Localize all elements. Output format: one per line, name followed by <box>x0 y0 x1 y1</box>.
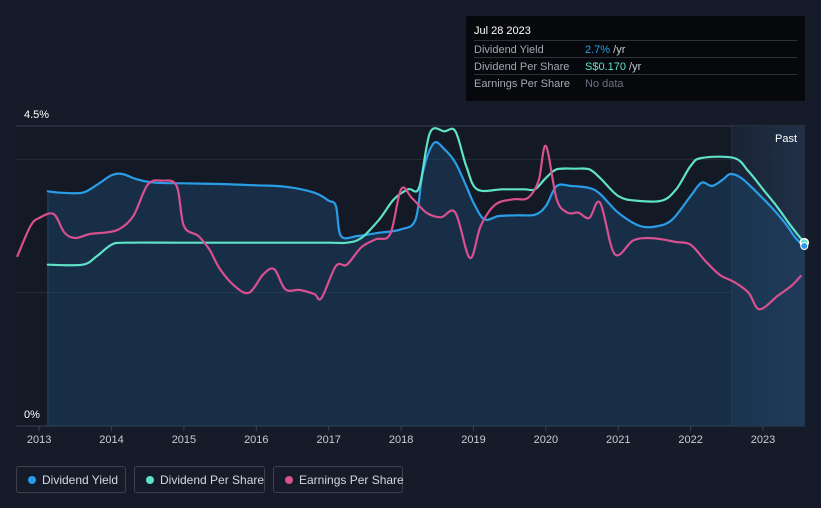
tooltip-value-unit: /yr <box>610 44 626 56</box>
x-tick-label-2013: 2013 <box>27 434 51 446</box>
tooltip-date: Jul 28 2023 <box>474 25 531 37</box>
series-fill-dividend-yield <box>47 142 805 426</box>
series-line-dividend-per-share <box>46 127 806 267</box>
x-tick-label-2023: 2023 <box>751 434 775 446</box>
tooltip-value: 2.7% /yr <box>585 44 625 56</box>
x-tick-label-2016: 2016 <box>244 434 268 446</box>
tooltip-value-number: No data <box>585 78 624 90</box>
legend-item-dividend-per-share[interactable]: Dividend Per Share <box>134 466 265 493</box>
tooltip-label: Dividend Per Share <box>474 61 570 73</box>
tooltip-row-dividend-yield: Dividend Yield 2.7% /yr <box>474 40 797 58</box>
tooltip-label: Dividend Yield <box>474 44 544 56</box>
past-region <box>731 126 805 426</box>
legend-dot <box>146 476 154 484</box>
legend-dot <box>28 476 36 484</box>
y-tick-label: 4.5% <box>24 109 49 121</box>
legend-label: Dividend Yield <box>42 473 119 487</box>
x-tick-label-2022: 2022 <box>678 434 702 446</box>
x-tick-label-2018: 2018 <box>389 434 413 446</box>
x-tick-label-2019: 2019 <box>461 434 485 446</box>
series-line-dividend-yield <box>46 141 806 248</box>
tooltip-value-number: 2.7% <box>585 44 611 56</box>
tooltip-row-earnings-per-share: Earnings Per Share No data <box>474 74 797 92</box>
legend-dot <box>285 476 293 484</box>
legend-label: Earnings Per Share <box>299 473 404 487</box>
series-line-earnings-per-share <box>16 144 802 311</box>
y-tick-label: 0% <box>24 409 40 421</box>
x-tick-label-2020: 2020 <box>534 434 558 446</box>
x-tick-label-2017: 2017 <box>316 434 340 446</box>
legend-label: Dividend Per Share <box>160 473 265 487</box>
dividend-yield-marker <box>800 242 809 250</box>
tooltip-value: No data <box>585 78 624 90</box>
tooltip-label: Earnings Per Share <box>474 78 570 90</box>
tooltip-value-number: S$0.170 <box>585 61 626 73</box>
legend-item-dividend-yield[interactable]: Dividend Yield <box>16 466 126 493</box>
x-tick-label-2014: 2014 <box>99 434 123 446</box>
plot-background <box>16 126 805 426</box>
tooltip-value: S$0.170 /yr <box>585 61 641 73</box>
tooltip-value-unit: /yr <box>625 61 642 73</box>
tooltip-panel: Jul 28 2023 Dividend Yield 2.7% /yr Divi… <box>466 16 805 101</box>
tooltip-row-dividend-per-share: Dividend Per Share S$0.170 /yr <box>474 57 797 75</box>
past-label: Past <box>775 133 797 145</box>
legend-item-earnings-per-share[interactable]: Earnings Per Share <box>273 466 404 493</box>
x-tick-label-2021: 2021 <box>606 434 630 446</box>
x-tick-label-2015: 2015 <box>172 434 196 446</box>
